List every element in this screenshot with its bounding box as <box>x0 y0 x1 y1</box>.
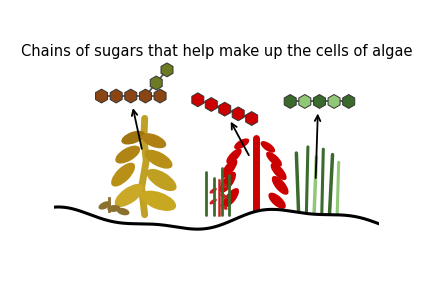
Ellipse shape <box>266 152 282 167</box>
Ellipse shape <box>220 204 227 210</box>
Ellipse shape <box>122 131 145 145</box>
Polygon shape <box>110 89 122 103</box>
Polygon shape <box>154 89 166 103</box>
Ellipse shape <box>141 133 166 148</box>
Ellipse shape <box>271 163 287 180</box>
Ellipse shape <box>268 193 286 209</box>
Ellipse shape <box>117 208 130 215</box>
Polygon shape <box>139 89 151 103</box>
Ellipse shape <box>111 163 135 187</box>
Ellipse shape <box>141 190 176 211</box>
Ellipse shape <box>210 188 217 194</box>
Ellipse shape <box>272 176 289 195</box>
Ellipse shape <box>223 188 239 207</box>
Polygon shape <box>343 94 355 108</box>
Polygon shape <box>246 112 258 125</box>
Polygon shape <box>95 89 108 103</box>
Ellipse shape <box>107 205 120 212</box>
Text: Green: Green <box>273 232 314 245</box>
Polygon shape <box>219 102 231 116</box>
Ellipse shape <box>147 169 176 191</box>
Ellipse shape <box>220 172 236 193</box>
Polygon shape <box>299 94 311 108</box>
Polygon shape <box>125 89 137 103</box>
Ellipse shape <box>115 184 144 207</box>
Ellipse shape <box>145 150 173 169</box>
Ellipse shape <box>115 146 140 164</box>
Ellipse shape <box>234 138 249 149</box>
Text: Chains of sugars that help make up the cells of algae: Chains of sugars that help make up the c… <box>21 44 412 59</box>
Ellipse shape <box>222 159 237 178</box>
Text: Brown Algae: Brown Algae <box>103 232 187 245</box>
Ellipse shape <box>210 199 217 204</box>
Polygon shape <box>232 107 244 121</box>
Ellipse shape <box>220 193 227 199</box>
Polygon shape <box>284 94 296 108</box>
Polygon shape <box>328 94 340 108</box>
Ellipse shape <box>220 182 227 188</box>
Polygon shape <box>161 63 173 77</box>
Polygon shape <box>192 93 204 107</box>
Ellipse shape <box>226 148 242 164</box>
Text: Algae: Algae <box>302 232 344 245</box>
Polygon shape <box>150 76 162 90</box>
Polygon shape <box>314 94 325 108</box>
Text: &: & <box>263 232 282 245</box>
Polygon shape <box>205 98 217 111</box>
Text: Red: Red <box>245 232 270 245</box>
Ellipse shape <box>260 141 275 153</box>
Ellipse shape <box>98 201 111 210</box>
